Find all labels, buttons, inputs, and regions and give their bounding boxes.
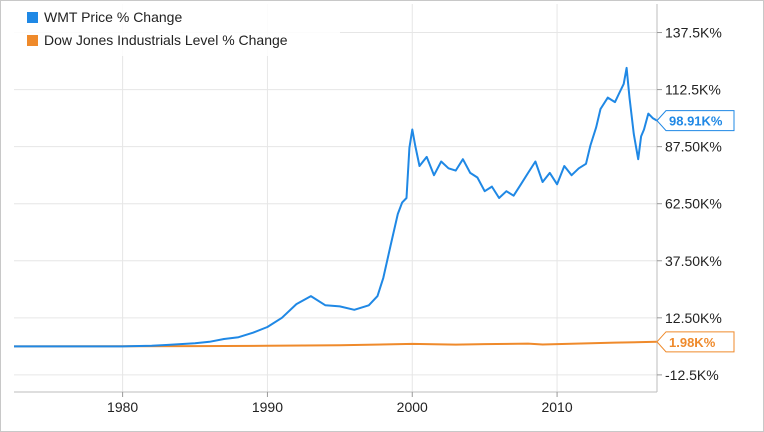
- y-tick-label: 112.5K%: [665, 82, 721, 98]
- end-label-box: [656, 110, 735, 132]
- end-label-text: 98.91K%: [669, 114, 723, 129]
- y-tick-label: 62.50K%: [665, 196, 722, 212]
- y-axis-ticks: -12.5K% 12.50K% 37.50K% 62.50K% 87.50K% 112.5…: [657, 25, 722, 383]
- series-line: [14, 66, 658, 348]
- end-value-labels: 98.91K% 1.98K%: [656, 110, 735, 353]
- legend-swatch: [27, 12, 38, 23]
- legend-background: [14, 4, 340, 56]
- end-label-box: [656, 331, 735, 353]
- y-tick-label: 37.50K%: [665, 253, 722, 269]
- y-tick-label: 87.50K%: [665, 139, 722, 155]
- legend: WMT Price % Change Dow Jones Industrials …: [14, 4, 340, 56]
- legend-item: WMT Price % Change: [27, 9, 182, 25]
- end-value-label: 1.98K%: [656, 331, 735, 353]
- legend-item: Dow Jones Industrials Level % Change: [27, 32, 288, 48]
- y-tick-label: 12.50K%: [665, 310, 722, 326]
- x-tick-label: 1980: [107, 399, 138, 415]
- y-tick-label: -12.5K%: [665, 367, 719, 383]
- x-axis-ticks: 1980 1990 2000 2010: [107, 392, 573, 415]
- series-line: [13, 340, 658, 348]
- legend-label: WMT Price % Change: [44, 9, 182, 25]
- legend-swatch: [27, 35, 38, 46]
- end-label-text: 1.98K%: [669, 335, 716, 350]
- y-tick-label: 137.5K%: [665, 25, 722, 41]
- x-tick-label: 2010: [541, 399, 572, 415]
- legend-label: Dow Jones Industrials Level % Change: [44, 32, 288, 48]
- gridlines: [14, 4, 657, 393]
- end-value-label: 98.91K%: [656, 110, 735, 132]
- plot-series: [13, 66, 658, 348]
- x-tick-label: 1990: [252, 399, 283, 415]
- x-tick-label: 2000: [397, 399, 428, 415]
